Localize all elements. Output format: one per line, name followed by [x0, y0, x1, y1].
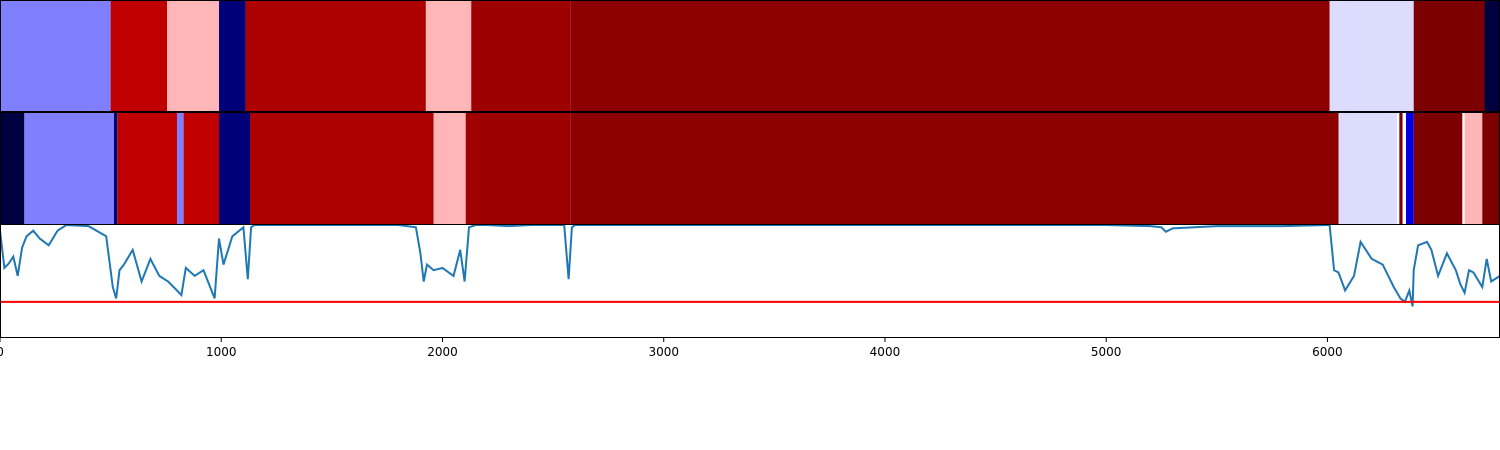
top-track-segment-3: [219, 1, 246, 111]
bottom-track-segment-11: [570, 113, 1339, 224]
bottom-track-segment-1: [24, 113, 114, 224]
bottom-track-segment-10: [478, 113, 571, 224]
x-tick-label-5: 5000: [1091, 345, 1122, 359]
x-tick-label-0: 0: [0, 345, 4, 359]
top-track-segment-9: [1413, 1, 1485, 111]
x-tick-label-1: 1000: [206, 345, 237, 359]
bottom-track-segment-17: [1413, 113, 1463, 224]
x-tick-label-6: 6000: [1312, 345, 1343, 359]
top-track-segment-7: [570, 1, 1330, 111]
line-panel-background: [0, 225, 1500, 338]
bottom-track-segment-13: [1397, 113, 1400, 224]
bottom-track-segment-18: [1462, 113, 1465, 224]
bottom-track-segment-3: [117, 113, 177, 224]
x-tick-label-2: 2000: [427, 345, 458, 359]
bottom-track-segment-15: [1402, 113, 1406, 224]
top-track-segment-8: [1329, 1, 1414, 111]
top-track-segment-1: [110, 1, 168, 111]
segmentation-track-top: [0, 1, 1500, 111]
bottom-track-segment-2: [113, 113, 118, 224]
bottom-track-segment-9: [465, 113, 479, 224]
top-track-segment-0: [0, 1, 111, 111]
top-track-segment-2: [167, 1, 220, 111]
bottom-track-segment-14: [1399, 113, 1403, 224]
bottom-track-segment-5: [183, 113, 220, 224]
line-panel: [0, 223, 1500, 338]
x-tick-label-3: 3000: [648, 345, 679, 359]
bottom-track-segment-16: [1405, 113, 1414, 224]
x-axis: 0 1000 2000 3000 4000 5000 6000: [0, 338, 1343, 359]
segmentation-track-bottom: [0, 113, 1500, 224]
bottom-track-segment-6: [219, 113, 250, 224]
bottom-track-segment-12: [1338, 113, 1398, 224]
bottom-track-segment-20: [1482, 113, 1500, 224]
signal-line: [0, 223, 1500, 307]
bottom-track-segment-4: [176, 113, 184, 224]
x-tick-label-4: 4000: [870, 345, 901, 359]
top-track-segment-10: [1484, 1, 1500, 111]
top-track-segment-5: [425, 1, 472, 111]
top-track-segment-4: [245, 1, 426, 111]
bottom-track-segment-7: [250, 113, 434, 224]
bottom-track-segment-0: [0, 113, 25, 224]
top-track-segment-6: [471, 1, 571, 111]
bottom-track-segment-8: [433, 113, 466, 224]
bottom-track-segment-19: [1464, 113, 1483, 224]
